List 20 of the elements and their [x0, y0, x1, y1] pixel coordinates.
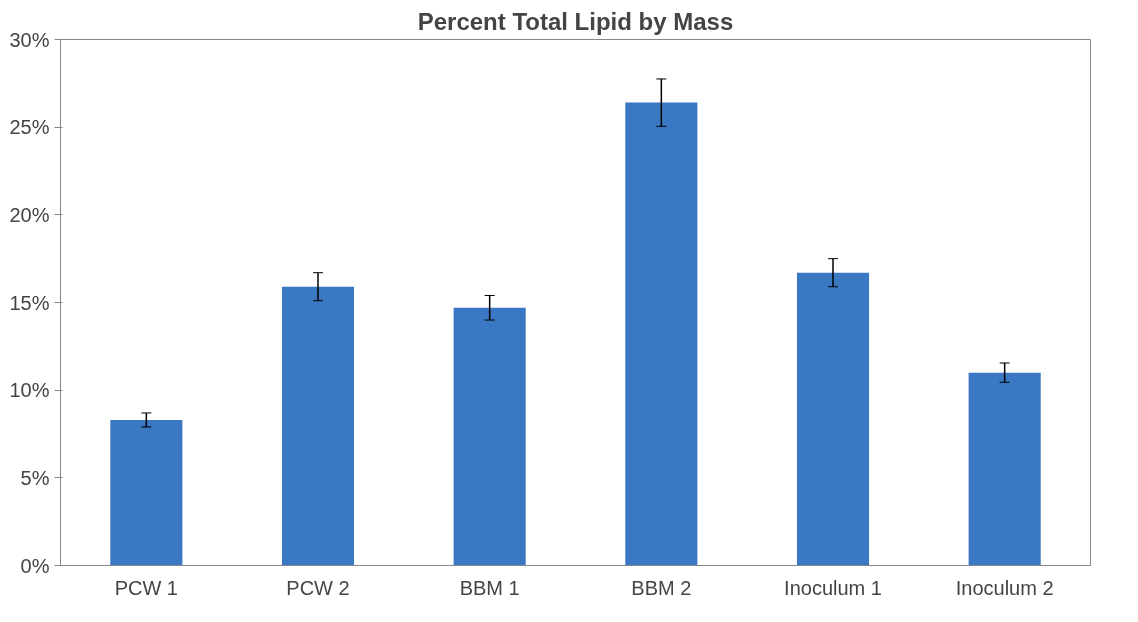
- bar: [625, 102, 698, 566]
- bar: [281, 286, 355, 566]
- x-tick-label: Inoculum 1: [784, 576, 882, 599]
- y-tick-label: 10%: [9, 379, 50, 402]
- y-tick-label: 25%: [9, 116, 50, 139]
- x-tick-label: BBM 1: [459, 576, 520, 599]
- y-tick-label: 15%: [9, 291, 50, 314]
- x-tick-label: BBM 2: [631, 576, 692, 599]
- x-tick-label: PCW 1: [114, 576, 179, 599]
- bar: [110, 419, 183, 566]
- chart-title: Percent Total Lipid by Mass: [417, 7, 734, 35]
- bar: [453, 307, 526, 566]
- y-tick-label: 20%: [9, 203, 50, 226]
- bar: [796, 272, 870, 566]
- x-tick-label: Inoculum 2: [955, 576, 1054, 599]
- bar: [968, 372, 1041, 566]
- x-tick-label: PCW 2: [286, 576, 350, 599]
- y-tick-label: 5%: [20, 466, 50, 489]
- y-tick-label: 30%: [9, 28, 50, 51]
- y-tick-label: 0%: [20, 554, 50, 577]
